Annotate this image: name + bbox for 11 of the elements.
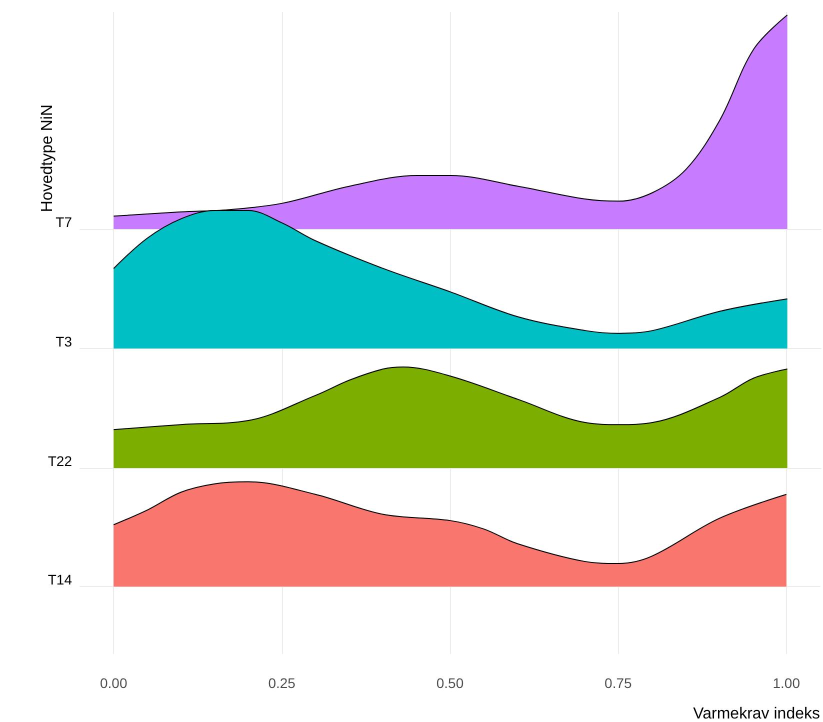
text: T7 xyxy=(56,214,72,230)
x-axis-title: Varmekrav indeks xyxy=(693,706,820,722)
text: T14 xyxy=(48,572,72,588)
x-tick-label: 0.75 xyxy=(604,675,632,691)
x-tick-label: 1.00 xyxy=(772,675,800,691)
y-axis-title: Hovedtype NiN xyxy=(39,104,56,212)
text: T22 xyxy=(48,453,72,469)
x-tick-label: 0.25 xyxy=(268,675,296,691)
text: T3 xyxy=(56,334,72,350)
x-tick-label: 0.50 xyxy=(436,675,464,691)
x-tick-label: 0.00 xyxy=(100,675,128,691)
